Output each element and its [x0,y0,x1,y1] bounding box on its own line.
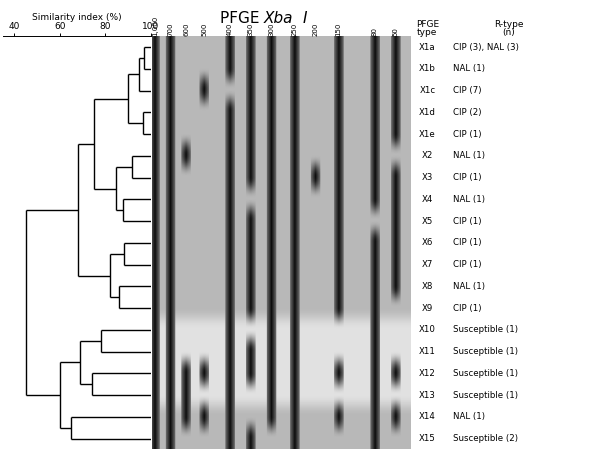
Text: type: type [417,28,437,37]
Text: 300: 300 [268,22,274,36]
X-axis label: Similarity index (%): Similarity index (%) [32,13,122,22]
Text: X6: X6 [422,238,433,247]
Text: NAL (1): NAL (1) [453,64,485,74]
Text: X1d: X1d [419,108,436,117]
Text: X14: X14 [419,412,436,421]
Text: CIP (1): CIP (1) [453,260,482,269]
Text: CIP (3), NAL (3): CIP (3), NAL (3) [453,43,519,52]
Text: X4: X4 [422,195,433,204]
Text: CIP (2): CIP (2) [453,108,482,117]
Text: Susceptible (2): Susceptible (2) [453,434,518,443]
Text: Susceptible (1): Susceptible (1) [453,390,518,400]
Text: X9: X9 [422,304,433,313]
Text: 350: 350 [248,23,254,36]
Text: 200: 200 [312,23,318,36]
Text: X8: X8 [422,282,433,291]
Text: 150: 150 [335,23,341,36]
Text: I: I [302,11,307,26]
Text: 80: 80 [371,27,377,36]
Text: 1,000: 1,000 [152,15,158,36]
Text: X1a: X1a [419,43,436,52]
Text: 500: 500 [201,23,207,36]
Text: R-type: R-type [494,20,523,29]
Text: X12: X12 [419,369,436,378]
Text: PFGE: PFGE [220,11,264,26]
Text: CIP (1): CIP (1) [453,173,482,182]
Text: NAL (1): NAL (1) [453,282,485,291]
Text: CIP (7): CIP (7) [453,86,482,95]
Text: Susceptible (1): Susceptible (1) [453,347,518,356]
Text: NAL (1): NAL (1) [453,412,485,421]
Text: (n): (n) [502,28,515,37]
Text: Susceptible (1): Susceptible (1) [453,326,518,334]
Text: X5: X5 [422,217,433,226]
Text: X1b: X1b [419,64,436,74]
Text: X10: X10 [419,326,436,334]
Text: X11: X11 [419,347,436,356]
Text: X7: X7 [422,260,433,269]
Text: NAL (1): NAL (1) [453,195,485,204]
Text: PFGE: PFGE [416,20,439,29]
Text: 400: 400 [227,23,233,36]
Text: X3: X3 [422,173,433,182]
Text: Susceptible (1): Susceptible (1) [453,369,518,378]
Text: X1c: X1c [419,86,436,95]
Text: 700: 700 [167,22,173,36]
Text: X2: X2 [422,152,433,160]
Text: 250: 250 [292,23,298,36]
Text: 600: 600 [183,22,189,36]
Text: CIP (1): CIP (1) [453,217,482,226]
Text: CIP (1): CIP (1) [453,130,482,138]
Text: X15: X15 [419,434,436,443]
Text: X13: X13 [419,390,436,400]
Text: NAL (1): NAL (1) [453,152,485,160]
Text: 50: 50 [392,27,398,36]
Text: CIP (1): CIP (1) [453,238,482,247]
Text: Xba: Xba [264,11,293,26]
Text: CIP (1): CIP (1) [453,304,482,313]
Text: X1e: X1e [419,130,436,138]
